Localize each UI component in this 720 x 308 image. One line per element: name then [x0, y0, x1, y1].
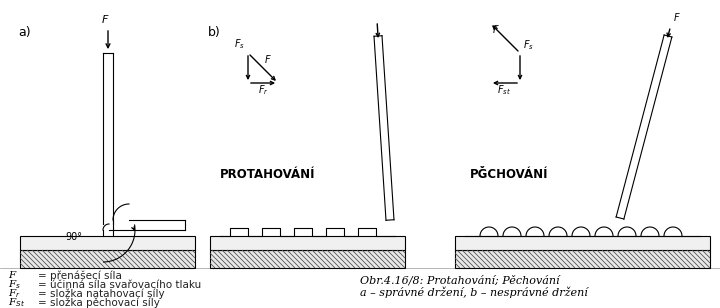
Text: F$_{st}$: F$_{st}$: [497, 83, 511, 97]
Text: a – správné držení, b – nesprávné držení: a – správné držení, b – nesprávné držení: [360, 286, 588, 298]
Text: b): b): [208, 26, 221, 39]
Text: PĞCHOVÁNÍ: PĞCHOVÁNÍ: [470, 168, 549, 181]
Text: F: F: [493, 25, 499, 35]
Text: a): a): [18, 26, 31, 39]
Text: PROTAHOVÁNÍ: PROTAHOVÁNÍ: [220, 168, 315, 181]
Text: F: F: [265, 55, 271, 65]
Text: F$_r$: F$_r$: [258, 83, 269, 97]
Text: F$_s$: F$_s$: [234, 37, 245, 51]
Text: F: F: [673, 13, 679, 23]
Text: 90°: 90°: [65, 232, 82, 242]
Bar: [20, 236, 195, 250]
Text: F: F: [8, 271, 15, 281]
Text: F$_s$: F$_s$: [8, 279, 21, 291]
Bar: [20, 250, 195, 268]
Text: F$_r$: F$_r$: [8, 288, 21, 300]
Text: F$_s$: F$_s$: [523, 38, 534, 52]
Text: = přenášecí síla: = přenášecí síla: [38, 271, 122, 281]
Text: F: F: [102, 15, 109, 25]
Bar: [455, 250, 710, 268]
Text: F$_{St}$: F$_{St}$: [8, 297, 25, 308]
Text: = účinná síla svařovacího tlaku: = účinná síla svařovacího tlaku: [38, 280, 202, 290]
Bar: [210, 250, 405, 268]
Text: = složka natahovací síly: = složka natahovací síly: [38, 289, 165, 299]
Text: = složka pěchovací síly: = složka pěchovací síly: [38, 298, 160, 308]
Text: Obr.4.16/8: Protahování; Pěchování: Obr.4.16/8: Protahování; Pěchování: [360, 275, 559, 285]
Bar: [455, 236, 710, 250]
Bar: [210, 236, 405, 250]
